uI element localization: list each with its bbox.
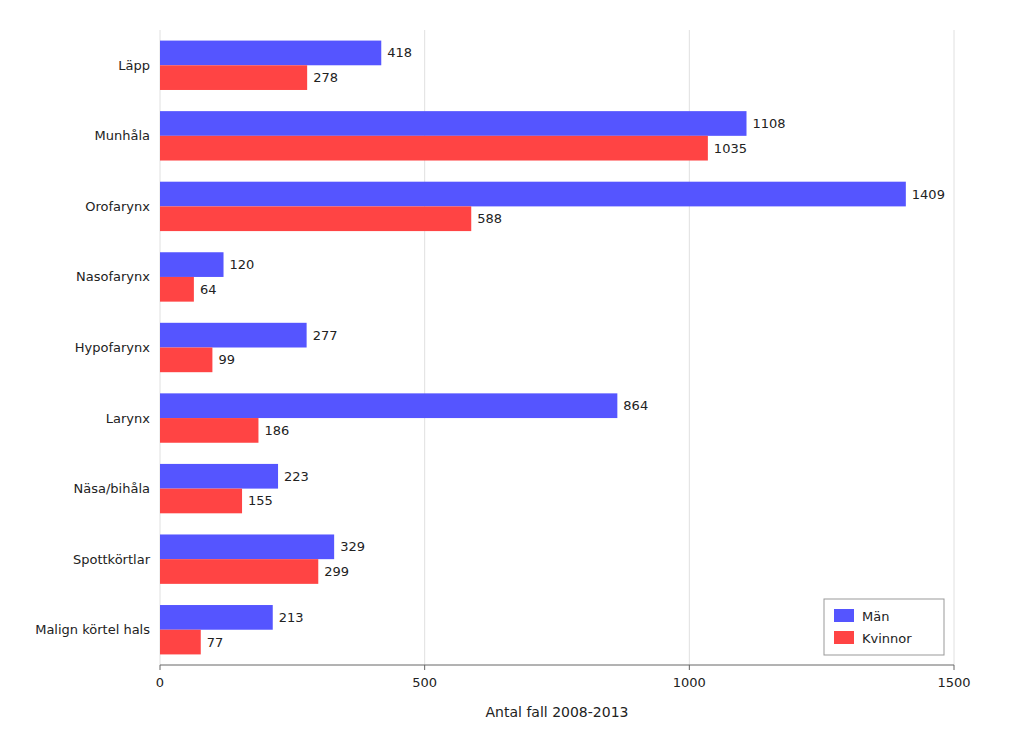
category-label: Orofarynx <box>85 199 150 214</box>
bars <box>160 41 906 655</box>
legend-swatch <box>834 609 854 622</box>
category-label: Larynx <box>106 411 150 426</box>
data-label: 77 <box>207 635 224 650</box>
data-label: 213 <box>279 610 304 625</box>
x-axis-label: Antal fall 2008-2013 <box>486 704 629 720</box>
tick-mark <box>424 665 425 670</box>
category-label: Malign körtel hals <box>35 622 150 637</box>
data-label: 1108 <box>753 116 786 131</box>
data-label: 277 <box>313 328 338 343</box>
tick-mark <box>954 665 955 670</box>
legend-label: Män <box>862 609 889 624</box>
x-axis-line <box>160 665 954 666</box>
category-label: Nasofarynx <box>76 269 150 284</box>
bar <box>160 489 242 514</box>
bar <box>160 393 617 418</box>
data-label: 155 <box>248 493 273 508</box>
bar <box>160 630 201 655</box>
data-label: 299 <box>324 564 349 579</box>
tick-label: 0 <box>156 675 164 690</box>
data-label: 99 <box>218 352 235 367</box>
bar <box>160 418 258 443</box>
data-labels: 213 329 223 864 277 120 1409 1108 418 77 299 155 186… <box>200 45 945 649</box>
legend-label: Kvinnor <box>862 631 912 646</box>
data-label: 588 <box>477 211 502 226</box>
bar <box>160 252 224 277</box>
category-label: Näsa/bihåla <box>74 481 150 496</box>
bar <box>160 534 334 559</box>
category-label: Läpp <box>118 58 150 73</box>
bar <box>160 182 906 207</box>
bar <box>160 559 318 584</box>
bar <box>160 206 471 231</box>
bar <box>160 136 708 161</box>
tick-mark <box>689 665 690 670</box>
tick-label: 1500 <box>937 675 970 690</box>
data-label: 1409 <box>912 187 945 202</box>
data-label: 64 <box>200 282 217 297</box>
grid <box>160 30 954 665</box>
bar <box>160 348 212 373</box>
grid-line <box>954 30 955 665</box>
category-label: Spottkörtlar <box>73 552 151 567</box>
chart: 0 500 1000 1500 213 329 223 864 277 120 1409 1108 41… <box>0 0 1024 745</box>
tick-label: 500 <box>412 675 437 690</box>
bar <box>160 464 278 489</box>
tick-mark <box>160 665 161 670</box>
data-label: 1035 <box>714 141 747 156</box>
bar <box>160 41 381 66</box>
data-label: 186 <box>264 423 289 438</box>
plot-background <box>160 30 954 665</box>
legend: Män Kvinnor <box>824 599 944 655</box>
legend-box <box>824 599 944 655</box>
data-label: 223 <box>284 469 309 484</box>
tick-label: 1000 <box>673 675 706 690</box>
data-label: 864 <box>623 398 648 413</box>
data-label: 418 <box>387 45 412 60</box>
bar <box>160 277 194 302</box>
bar <box>160 605 273 630</box>
bar <box>160 111 747 136</box>
legend-swatch <box>834 631 854 644</box>
data-label: 329 <box>340 539 365 554</box>
data-label: 120 <box>230 257 255 272</box>
bar <box>160 323 307 348</box>
bar <box>160 65 307 90</box>
category-label: Munhåla <box>95 128 150 143</box>
category-label: Hypofarynx <box>75 340 150 355</box>
data-label: 278 <box>313 70 338 85</box>
plot-area <box>160 30 954 665</box>
